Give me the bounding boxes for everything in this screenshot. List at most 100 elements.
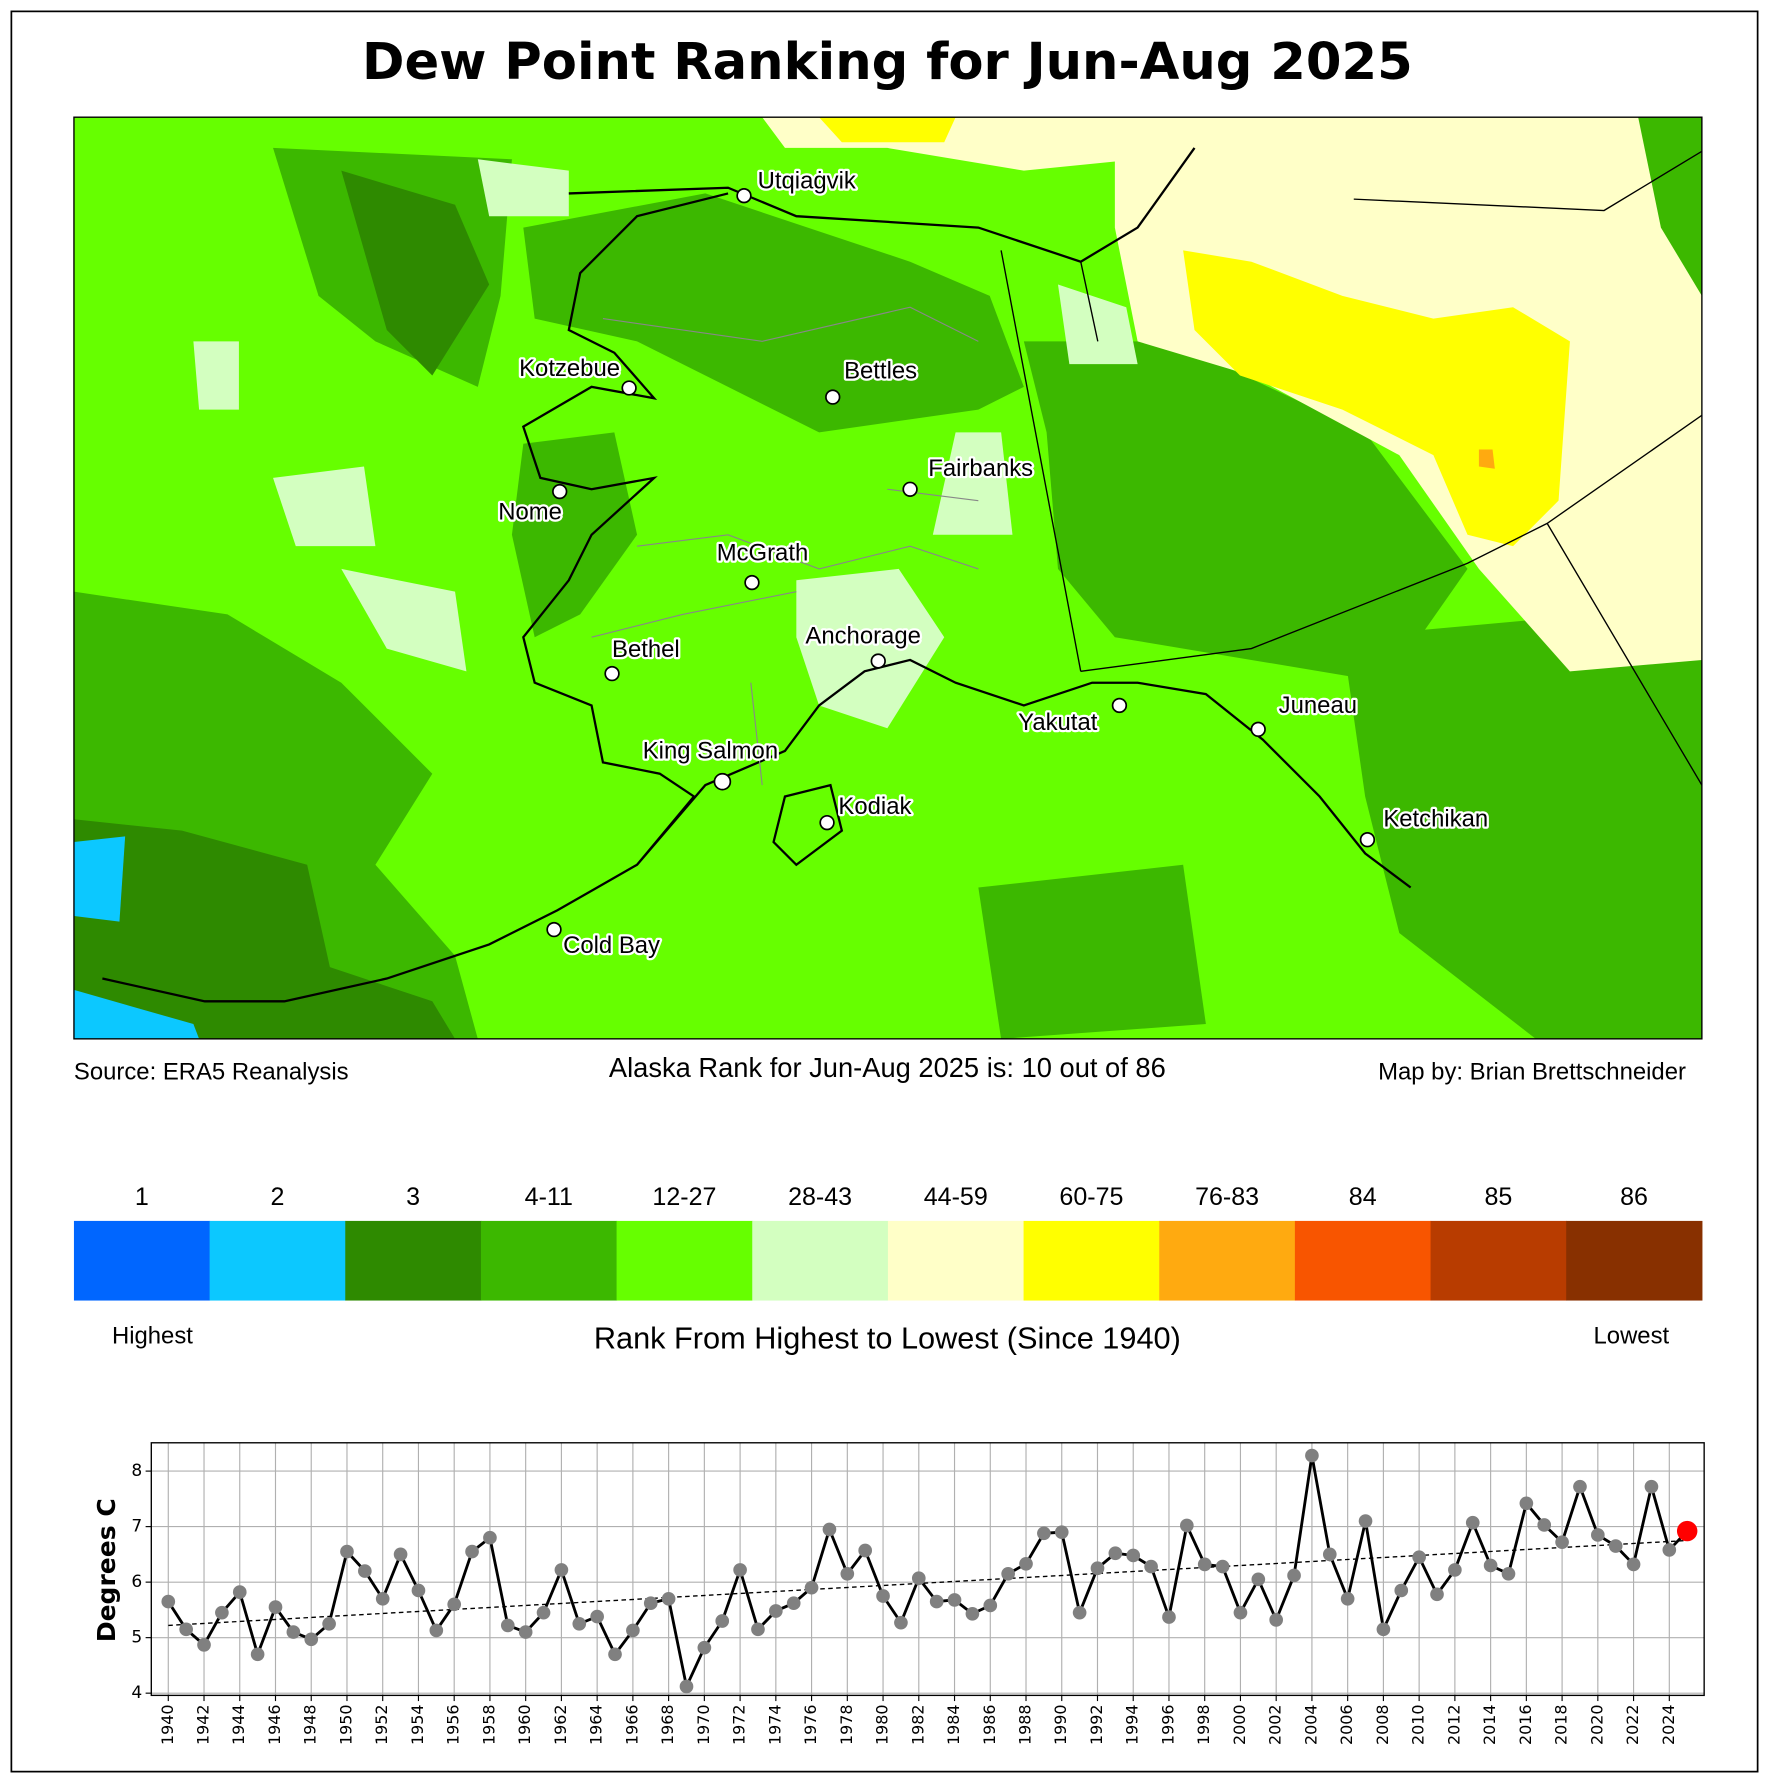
data-point xyxy=(1537,1518,1552,1532)
data-point xyxy=(751,1622,765,1637)
x-tick-label: 2000 xyxy=(1230,1704,1249,1744)
data-point xyxy=(1287,1568,1301,1583)
x-tick-label: 1942 xyxy=(194,1704,213,1744)
coastline xyxy=(102,147,1412,1003)
data-point xyxy=(1162,1610,1176,1624)
data-point xyxy=(340,1544,354,1559)
colorbar: 1 2 3 4-11 12-27 28-43 44-59 60-75 76-83 84 85 86 xyxy=(73,1183,1703,1301)
city-dot xyxy=(1111,697,1128,714)
city-dot xyxy=(825,389,841,405)
city-dot xyxy=(744,574,760,591)
data-point xyxy=(590,1609,604,1624)
y-axis-label: Degrees C xyxy=(92,1498,121,1642)
data-point xyxy=(1090,1561,1105,1576)
x-tick-label: 2008 xyxy=(1373,1704,1392,1744)
region xyxy=(73,836,126,922)
data-point xyxy=(1465,1515,1480,1530)
data-point xyxy=(1501,1566,1516,1581)
data-point xyxy=(1233,1605,1248,1620)
data-point xyxy=(411,1583,426,1598)
x-tick-label: 1994 xyxy=(1123,1704,1142,1744)
colorbar-right-label: Lowest xyxy=(1594,1322,1670,1349)
data-point xyxy=(447,1597,462,1612)
data-point xyxy=(715,1614,730,1628)
city-label: Kodiak xyxy=(838,793,911,820)
city-dot xyxy=(870,653,886,669)
data-point xyxy=(1608,1539,1623,1553)
data-point xyxy=(250,1647,265,1662)
data-point xyxy=(679,1679,694,1694)
city-dot xyxy=(713,772,732,791)
colorbar-swatch xyxy=(209,1220,346,1301)
region xyxy=(73,989,200,1039)
region xyxy=(273,466,376,547)
data-point xyxy=(1251,1572,1266,1587)
x-tick-label: 1972 xyxy=(730,1704,749,1744)
x-tick-label: 1988 xyxy=(1016,1704,1035,1744)
highlight-point xyxy=(1676,1520,1698,1542)
data-point xyxy=(1340,1591,1355,1606)
city-dot xyxy=(736,188,752,204)
data-point xyxy=(1144,1559,1158,1574)
data-point xyxy=(983,1598,998,1613)
data-point xyxy=(1430,1587,1444,1602)
data-point xyxy=(804,1580,819,1595)
colorbar-swatch xyxy=(1430,1220,1567,1301)
data-point xyxy=(1126,1548,1141,1563)
borough-line xyxy=(591,306,979,786)
colorbar-label: 1 xyxy=(135,1183,149,1211)
city-label: McGrath xyxy=(717,539,809,566)
colorbar-swatch xyxy=(887,1220,1025,1301)
data-point xyxy=(733,1563,747,1577)
plot-frame xyxy=(150,1442,1705,1697)
city-label: Juneau xyxy=(1279,692,1357,719)
x-tick-label: 1964 xyxy=(587,1704,606,1744)
data-point xyxy=(697,1640,712,1655)
data-point xyxy=(358,1564,372,1578)
x-tick-label: 1960 xyxy=(515,1704,534,1744)
data-point xyxy=(179,1622,193,1637)
colorbar-title: Rank From Highest to Lowest (Since 1940) xyxy=(594,1320,1181,1355)
x-tick-label: 1944 xyxy=(229,1704,248,1744)
region xyxy=(193,341,239,410)
data-point xyxy=(929,1594,944,1609)
y-tick-label: 5 xyxy=(131,1628,142,1648)
x-tick-label: 1992 xyxy=(1087,1704,1106,1744)
line-chart: 4 5 6 7 8 1940 1942 1944 1946 1948 1950 1952 1954 195… xyxy=(131,1442,1705,1745)
data-point xyxy=(1322,1547,1337,1562)
colorbar-swatch xyxy=(345,1220,482,1301)
x-tick-label: 1970 xyxy=(694,1704,713,1744)
data-point xyxy=(1108,1546,1123,1561)
data-point xyxy=(876,1589,890,1603)
data-point xyxy=(911,1571,926,1586)
data-point xyxy=(1376,1622,1391,1637)
data-point xyxy=(286,1625,301,1639)
data-point xyxy=(1519,1496,1534,1511)
data-point xyxy=(1412,1550,1426,1564)
title: Dew Point Ranking for Jun-Aug 2025 xyxy=(362,32,1413,92)
x-tick-label: 1996 xyxy=(1158,1704,1177,1744)
colorbar-swatch xyxy=(480,1220,618,1301)
colorbar-label: 84 xyxy=(1349,1183,1377,1211)
colorbar-label: 12-27 xyxy=(652,1183,716,1211)
city-label: Nome xyxy=(498,498,562,525)
colorbar-label: 28-43 xyxy=(788,1183,852,1211)
x-tick-label: 1940 xyxy=(158,1704,177,1744)
y-tick-label: 7 xyxy=(131,1517,142,1537)
data-point xyxy=(500,1618,515,1633)
x-tick-label: 1984 xyxy=(944,1704,963,1744)
data-point xyxy=(536,1605,551,1620)
data-point xyxy=(322,1616,336,1631)
x-tick-label: 2018 xyxy=(1552,1704,1571,1744)
colorbar-swatch xyxy=(1159,1220,1296,1301)
data-point xyxy=(894,1615,908,1630)
colorbar-label: 85 xyxy=(1484,1183,1512,1211)
colorbar-swatch xyxy=(73,1220,211,1301)
data-point xyxy=(1215,1559,1230,1574)
data-point xyxy=(608,1647,622,1662)
city-label: Kotzebue xyxy=(519,355,620,382)
region xyxy=(341,568,467,672)
x-tick-label: 1976 xyxy=(801,1704,820,1744)
region xyxy=(477,159,569,217)
